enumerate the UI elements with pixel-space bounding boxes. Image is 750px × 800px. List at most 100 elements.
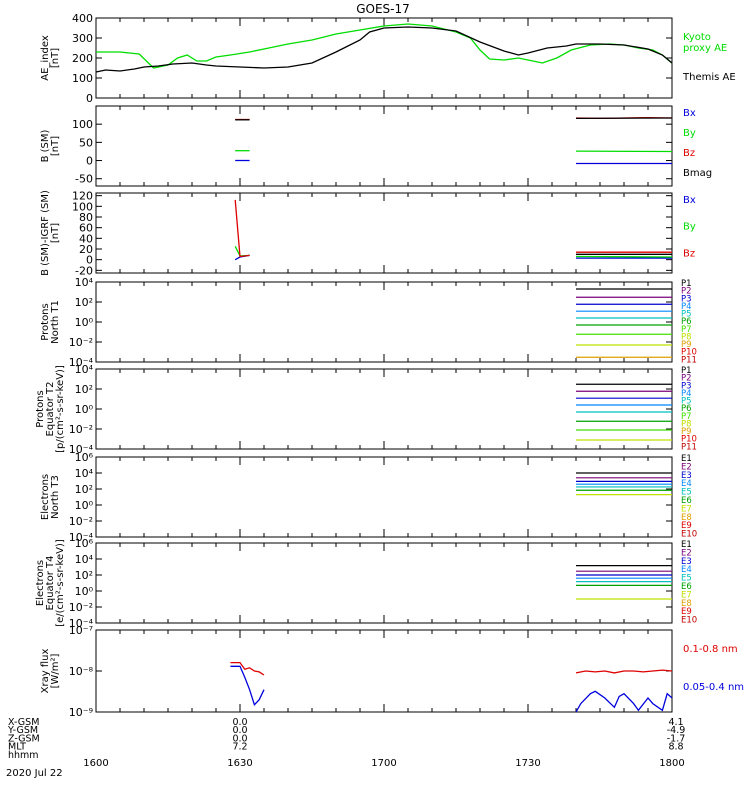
- panel-frame: [95, 192, 673, 274]
- legend-entry: Bz: [683, 148, 695, 159]
- y-tick-label: 60: [79, 222, 93, 235]
- y-axis-label-line: AE_index: [40, 35, 51, 81]
- y-axis-label-line: [e/(cm²-s-sr-keV)]: [55, 539, 66, 627]
- panel-frame: [95, 542, 673, 624]
- series-line: [96, 23, 673, 69]
- y-tick-label: 120: [72, 190, 93, 203]
- y-axis-label-line: [nT]: [50, 136, 61, 156]
- legend-entry: E7: [681, 504, 692, 514]
- series-line: [234, 246, 250, 257]
- y-axis-label-line: Equator T4: [45, 556, 56, 611]
- y-axis-label-line: North T1: [50, 300, 61, 344]
- legend-entry: P4: [681, 302, 692, 312]
- y-axis-label: B (SM)-IGRF (SM)[nT]: [40, 190, 61, 276]
- legend-entry: P7: [681, 325, 692, 335]
- ephemeris-value: 0.0: [232, 725, 247, 736]
- y-tick-label: 10⁴: [75, 276, 94, 289]
- legend-entry: P2: [681, 374, 692, 384]
- y-axis-label-line: Equator T2: [45, 382, 56, 437]
- legend-entry: P6: [681, 404, 692, 414]
- ephemeris-value: 0.0: [232, 717, 247, 728]
- y-tick-label: -50: [75, 173, 93, 186]
- ephemeris-label: Z-GSM: [8, 733, 40, 744]
- y-tick-label: 10⁶: [75, 451, 94, 464]
- y-tick-label: 10²: [75, 296, 93, 309]
- legend-entry: E1: [681, 540, 692, 550]
- y-tick-label: 10²: [75, 483, 93, 496]
- y-axis-label-line: B (SM): [40, 129, 51, 162]
- legend-entry: E2: [681, 462, 692, 472]
- legend-entry: P6: [681, 317, 692, 327]
- legend-entry: E1: [681, 454, 692, 464]
- y-tick-label: 10⁻⁴: [69, 531, 94, 544]
- y-tick-label: 100: [72, 72, 93, 85]
- panel-8: 10⁻⁹ 10⁻⁸ 10⁻⁷ Xray flux[W/m²] 0.1-0.8 nm 0.0…: [40, 624, 744, 719]
- y-tick-label: 10⁰: [75, 499, 94, 512]
- legend-entry: P4: [681, 389, 692, 399]
- y-tick-label: 0: [86, 155, 93, 168]
- legend-entry: E10: [681, 530, 697, 540]
- y-tick-label: 10⁰: [75, 316, 94, 329]
- legend-entry: Bx: [683, 195, 696, 206]
- legend-entry: P9: [681, 427, 692, 437]
- ephemeris-value: -1.7: [667, 733, 686, 744]
- legend-entry: P5: [681, 310, 692, 320]
- y-axis-label: ProtonsNorth T1: [40, 300, 61, 344]
- y-axis-label-line: Electrons: [35, 560, 46, 606]
- ephemeris-value: 0.0: [232, 733, 247, 744]
- legend-entry: E9: [681, 607, 692, 617]
- legend-entry: P9: [681, 340, 692, 350]
- panel-frame: [95, 456, 673, 538]
- chart-title: GOES-17: [356, 2, 410, 16]
- legend-entry: E4: [681, 479, 692, 489]
- ephemeris-label: Y-GSM: [7, 725, 38, 736]
- y-tick-label: 200: [72, 52, 93, 65]
- y-tick-label: 10⁻⁴: [69, 443, 94, 456]
- date-label: 2020 Jul 22: [6, 768, 63, 779]
- legend-entry: P11: [681, 355, 697, 365]
- panel-4: 10⁻⁴ 10⁻² 10⁰ 10² 10⁴ ProtonsNorth T1 P1P2P3P4…: [40, 276, 697, 369]
- time-tick-label: 1730: [515, 758, 540, 769]
- legend-entry: E7: [681, 590, 692, 600]
- y-axis-label-line: Electrons: [40, 474, 51, 520]
- y-tick-label: 100: [72, 200, 93, 213]
- ephemeris-value: -4.9: [667, 725, 686, 736]
- time-tick-label: 1630: [227, 758, 252, 769]
- y-tick-label: 10⁴: [75, 553, 94, 566]
- legend-entry: P3: [681, 294, 692, 304]
- legend-entry: Bx: [683, 108, 696, 119]
- y-axis-label-line: Protons: [35, 390, 46, 427]
- time-tick-label: 1700: [371, 758, 396, 769]
- legend-entry: Bmag: [683, 168, 712, 179]
- y-tick-label: 0: [86, 254, 93, 267]
- y-tick-label: 50: [79, 136, 93, 149]
- panel-frame: [95, 17, 673, 99]
- ephemeris-value: 7.2: [232, 742, 247, 753]
- y-tick-label: 10⁻⁴: [69, 356, 94, 369]
- legend-entry: Kyoto: [683, 32, 711, 43]
- y-axis-label-line: Xray flux: [40, 649, 51, 694]
- y-tick-label: -20: [75, 264, 93, 277]
- y-axis-label: AE_index[nT]: [40, 35, 61, 81]
- y-axis-label-line: [p/(cm²-s-sr-keV)]: [55, 365, 66, 453]
- y-axis-label-line: [W/m²]: [50, 653, 61, 688]
- time-tick-label: 1600: [83, 758, 108, 769]
- legend-entry: P1: [681, 366, 692, 376]
- legend-entry: P10: [681, 348, 697, 358]
- y-axis-label-line: North T3: [50, 475, 61, 519]
- ephemeris-value: 8.8: [668, 742, 683, 753]
- legend-entry: E2: [681, 548, 692, 558]
- y-tick-label: 10⁻²: [69, 515, 93, 528]
- ephemeris-label: X-GSM: [8, 717, 39, 728]
- y-tick-label: 10⁶: [75, 537, 94, 550]
- series-line: [575, 690, 673, 713]
- y-axis-label: ProtonsEquator T2[p/(cm²-s-sr-keV)]: [35, 365, 66, 453]
- y-tick-label: 10²: [75, 383, 93, 396]
- legend-entry: E5: [681, 488, 692, 498]
- legend-entry: E3: [681, 471, 692, 481]
- y-axis-label-line: Protons: [40, 303, 51, 340]
- y-tick-label: 10⁻⁸: [69, 665, 94, 678]
- legend-entry: E8: [681, 599, 692, 609]
